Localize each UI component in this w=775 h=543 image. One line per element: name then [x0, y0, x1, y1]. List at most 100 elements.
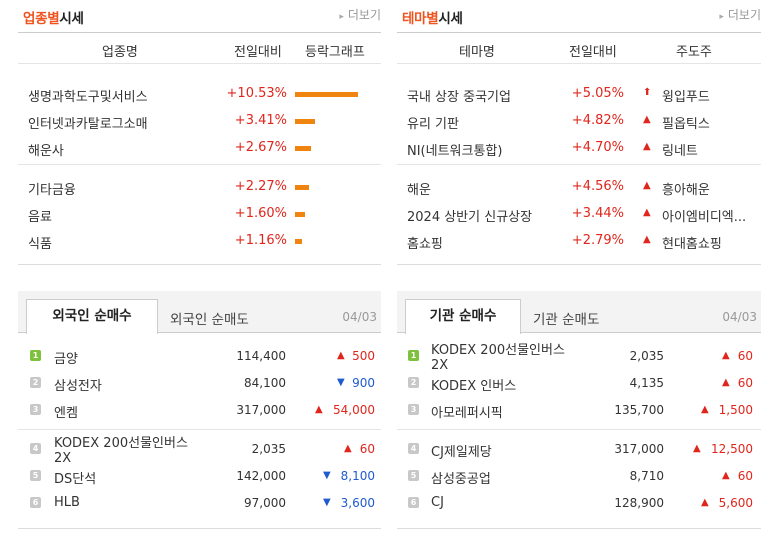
stock-name[interactable]: 삼성전자 — [54, 379, 102, 394]
stock-name[interactable]: KODEX 인버스 — [431, 379, 517, 394]
stock-price: 8,710 — [629, 469, 664, 483]
industry-name[interactable]: 식품 — [28, 237, 52, 252]
industry-change-bar — [295, 239, 302, 244]
stock-name-line1: KODEX 200선물인버스 — [54, 436, 188, 451]
industry-row[interactable]: 식품 +1.16% — [18, 228, 381, 255]
theme-name[interactable]: 해운 — [407, 183, 431, 198]
theme-change: +4.82% — [571, 113, 624, 128]
stock-name[interactable]: KODEX 200선물인버스 2X — [431, 343, 565, 373]
institution-rank-row[interactable]: 4 CJ제일제당 317,000 ▲ 12,500 — [397, 436, 761, 463]
theme-change: +4.70% — [571, 140, 624, 155]
stock-name[interactable]: DS단석 — [54, 472, 97, 487]
industry-change: +3.41% — [234, 113, 287, 128]
theme-change: +3.44% — [571, 206, 624, 221]
industry-name[interactable]: 인터넷과카탈로그소매 — [28, 117, 148, 132]
institution-rank-row[interactable]: 3 아모레퍼시픽 135,700 ▲ 1,500 — [397, 397, 761, 424]
institution-bottom-line — [397, 528, 761, 529]
industry-name[interactable]: 기타금융 — [28, 183, 76, 198]
up-arrow-icon: ▲ — [701, 404, 709, 415]
stock-change: 900 — [352, 376, 375, 390]
industry-change-bar — [295, 185, 309, 190]
rank-badge: 2 — [30, 377, 41, 388]
stock-change: 60 — [737, 469, 753, 483]
stock-price: 2,035 — [251, 442, 286, 456]
industry-more-link[interactable]: ▸ 더보기 — [339, 8, 381, 22]
stock-name[interactable]: 아모레퍼시픽 — [431, 406, 503, 421]
industry-column-header: 업종명 전일대비 등락그래프 — [18, 32, 381, 64]
stock-name[interactable]: CJ제일제당 — [431, 445, 492, 460]
theme-row[interactable]: 국내 상장 중국기업 +5.05% ⬆ 윙입푸드 — [397, 81, 761, 108]
tab-institution-sell[interactable]: 기관 순매도 — [533, 312, 600, 328]
theme-name[interactable]: 국내 상장 중국기업 — [407, 90, 511, 105]
industry-group-divider — [18, 164, 381, 165]
stock-name[interactable]: HLB — [54, 495, 80, 510]
stock-price: 97,000 — [244, 496, 286, 510]
theme-leader-stock[interactable]: 링네트 — [662, 144, 698, 159]
tab-foreign-sell[interactable]: 외국인 순매도 — [170, 312, 249, 328]
theme-row[interactable]: 유리 기판 +4.82% ▲ 필옵틱스 — [397, 108, 761, 135]
stock-name[interactable]: KODEX 200선물인버스 2X — [54, 436, 188, 466]
foreign-rank-row[interactable]: 4 KODEX 200선물인버스 2X 2,035 ▲ 60 — [18, 436, 381, 466]
industry-name[interactable]: 음료 — [28, 210, 52, 225]
theme-leader-stock[interactable]: 아이엠비디엑... — [662, 210, 747, 225]
institution-rank-row[interactable]: 1 KODEX 200선물인버스 2X 2,035 ▲ 60 — [397, 343, 761, 373]
foreign-rank-row[interactable]: 2 삼성전자 84,100 ▼ 900 — [18, 370, 381, 397]
theme-name[interactable]: 홈쇼핑 — [407, 237, 443, 252]
tab-foreign-buy[interactable]: 외국인 순매수 — [26, 299, 158, 334]
up-arrow-icon: ▲ — [337, 350, 345, 361]
theme-more-link[interactable]: ▸ 더보기 — [719, 8, 761, 22]
theme-name[interactable]: NI(네트워크통합) — [407, 144, 503, 159]
industry-row[interactable]: 인터넷과카탈로그소매 +3.41% — [18, 108, 381, 135]
theme-row[interactable]: 홈쇼핑 +2.79% ▲ 현대홈쇼핑 — [397, 228, 761, 255]
theme-name[interactable]: 유리 기판 — [407, 117, 459, 132]
theme-row[interactable]: NI(네트워크통합) +4.70% ▲ 링네트 — [397, 135, 761, 162]
theme-row[interactable]: 해운 +4.56% ▲ 흥아해운 — [397, 174, 761, 201]
stock-name[interactable]: 엔켐 — [54, 406, 78, 421]
tab-institution-buy[interactable]: 기관 순매수 — [405, 299, 521, 334]
more-arrow-icon: ▸ — [719, 12, 724, 22]
theme-row[interactable]: 2024 상반기 신규상장 +3.44% ▲ 아이엠비디엑... — [397, 201, 761, 228]
institution-rank-row[interactable]: 5 삼성중공업 8,710 ▲ 60 — [397, 463, 761, 490]
foreign-date: 04/03 — [342, 310, 377, 324]
foreign-rank-row[interactable]: 6 HLB 97,000 ▼ 3,600 — [18, 490, 381, 517]
up-arrow-icon: ▲ — [344, 443, 352, 454]
stock-price: 4,135 — [629, 376, 664, 390]
rank-badge: 2 — [408, 377, 419, 388]
industry-row[interactable]: 해운사 +2.67% — [18, 135, 381, 162]
stock-name[interactable]: 삼성중공업 — [431, 472, 491, 487]
industry-change-bar — [295, 212, 305, 217]
theme-name[interactable]: 2024 상반기 신규상장 — [407, 210, 533, 225]
col-graph: 등락그래프 — [305, 45, 365, 60]
stock-name[interactable]: 금양 — [54, 352, 78, 367]
foreign-rank-row[interactable]: 5 DS단석 142,000 ▼ 8,100 — [18, 463, 381, 490]
stock-name[interactable]: CJ — [431, 495, 444, 510]
theme-leader-stock[interactable]: 필옵틱스 — [662, 117, 710, 132]
foreign-rank-row[interactable]: 1 금양 114,400 ▲ 500 — [18, 343, 381, 370]
industry-row[interactable]: 기타금융 +2.27% — [18, 174, 381, 201]
stock-price: 317,000 — [614, 442, 664, 456]
theme-section: 테마별시세 ▸ 더보기 테마명 전일대비 주도주 국내 상장 중국기업 +5.05%… — [397, 0, 761, 265]
stock-name-line1: KODEX 200선물인버스 — [431, 343, 565, 358]
stock-price: 317,000 — [236, 403, 286, 417]
industry-row[interactable]: 생명과학도구및서비스 +10.53% — [18, 81, 381, 108]
stock-change: 60 — [737, 349, 753, 363]
stock-change: 8,100 — [340, 469, 375, 483]
industry-name[interactable]: 생명과학도구및서비스 — [28, 90, 148, 105]
institution-rank-row[interactable]: 6 CJ 128,900 ▲ 5,600 — [397, 490, 761, 517]
theme-leader-stock[interactable]: 흥아해운 — [662, 183, 710, 198]
institution-date: 04/03 — [722, 310, 757, 324]
down-arrow-icon: ▼ — [337, 377, 345, 388]
up-arrow-icon: ▲ — [701, 497, 709, 508]
stock-price: 142,000 — [236, 469, 286, 483]
institution-rank-row[interactable]: 2 KODEX 인버스 4,135 ▲ 60 — [397, 370, 761, 397]
theme-leader-stock[interactable]: 현대홈쇼핑 — [662, 237, 722, 252]
theme-leader-stock[interactable]: 윙입푸드 — [662, 90, 710, 105]
foreign-tabbar: 외국인 순매수 외국인 순매도 04/03 — [18, 291, 381, 334]
industry-row[interactable]: 음료 +1.60% — [18, 201, 381, 228]
theme-title[interactable]: 테마별시세 — [402, 11, 463, 27]
col-industry-name: 업종명 — [102, 45, 138, 60]
foreign-rank-row[interactable]: 3 엔켐 317,000 ▲ 54,000 — [18, 397, 381, 424]
theme-bottom-line — [397, 264, 761, 265]
industry-title[interactable]: 업종별시세 — [23, 11, 84, 27]
industry-name[interactable]: 해운사 — [28, 144, 64, 159]
